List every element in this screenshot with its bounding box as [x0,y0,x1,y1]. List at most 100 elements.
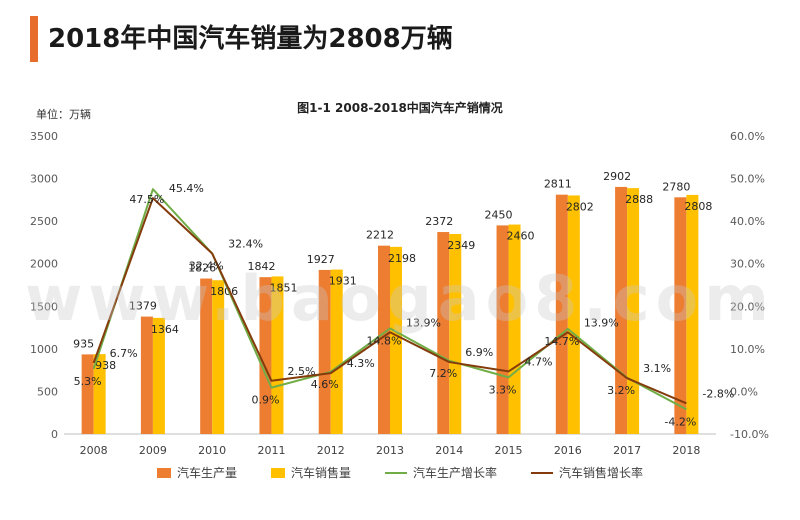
bar-label-production: 1927 [307,253,335,266]
bar-sales [508,224,521,434]
legend-label-sales: 汽车销售量 [290,466,351,480]
bar-production [378,245,390,434]
bar-label-sales: 2888 [625,193,653,206]
bar-production [615,186,628,434]
x-tick-label: 2009 [139,444,167,457]
y-left-tick-label: 3500 [30,130,58,143]
bar-label-sales: 1851 [269,281,297,294]
bar-production [259,277,272,434]
bar-production [318,269,331,434]
y-left-tick-label: 0 [51,428,58,441]
unit-label: 单位：万辆 [36,107,91,121]
x-tick-label: 2012 [317,444,345,457]
y-left-tick-label: 3000 [30,173,58,186]
bar-label-production: 1842 [247,260,275,273]
bar-label-production: 2811 [544,178,572,191]
line-label-production-growth: -4.2% [664,415,696,428]
bar-production [555,194,568,434]
line-label-production-growth: 14.7% [544,335,579,348]
line-production-growth [92,188,687,411]
line-label-production-growth: 7.2% [429,367,457,380]
y-right-tick-label: 20.0% [730,300,765,313]
bar-sales [449,233,462,434]
y-left-tick-label: 1500 [30,300,58,313]
bar-production [674,197,687,434]
y-left-tick-label: 2000 [30,258,58,271]
line-label-production-growth: 3.3% [489,383,517,396]
bar-label-production: 1826 [188,262,216,275]
x-tick-label: 2016 [554,444,582,457]
y-right-tick-label: 60.0% [730,130,765,143]
page-title: 2018年中国汽车销量为2808万辆 [48,24,453,54]
y-left-tick-label: 1000 [30,343,58,356]
line-label-production-growth: 14.8% [367,334,402,347]
x-tick-label: 2010 [198,444,226,457]
legend-label-production: 汽车生产量 [176,466,237,480]
x-tick-label: 2014 [435,444,463,457]
bar-label-sales: 938 [95,359,116,372]
legend-item-production: 汽车生产量 [156,464,237,481]
line-label-production-growth: 32.4% [189,259,224,272]
line-label-production-growth: 5.3% [74,375,102,388]
bar-sales [152,317,165,434]
legend-swatch-production [156,467,171,478]
bar-production [81,354,94,434]
line-label-sales-growth: 4.3% [347,357,375,370]
line-label-production-growth: 4.6% [311,378,339,391]
legend-swatch-sales-growth [531,471,554,474]
legend-label-sales-growth: 汽车销售增长率 [559,466,644,480]
legend-swatch-sales [270,467,285,478]
legend-item-sales: 汽车销售量 [270,464,351,481]
bar-label-sales: 2808 [684,200,712,213]
bar-sales [93,354,106,434]
line-label-production-growth: 3.2% [607,384,635,397]
line-label-sales-growth: 13.9% [584,316,619,329]
bar-label-sales: 2349 [447,239,475,252]
line-label-production-growth: 47.5% [129,193,164,206]
y-left-tick-label: 2500 [30,215,58,228]
bar-label-sales: 2198 [388,252,416,265]
bar-production [496,225,509,434]
y-right-tick-label: 50.0% [730,173,765,186]
y-right-tick-label: 40.0% [730,215,765,228]
bar-sales [390,246,402,434]
bar-label-production: 2372 [425,215,453,228]
x-tick-label: 2017 [613,444,641,457]
legend-label-production-growth: 汽车生产增长率 [413,466,498,480]
bar-label-sales: 1931 [329,275,357,288]
bar-sales [271,276,284,434]
line-label-sales-growth: 3.1% [643,362,671,375]
x-tick-label: 2018 [672,444,700,457]
legend-swatch-production-growth [385,471,407,474]
bar-label-production: 1379 [129,300,157,313]
bar-label-production: 935 [73,337,94,350]
line-label-sales-growth: 6.9% [465,346,493,359]
bar-production [140,316,153,434]
x-tick-label: 2013 [376,444,404,457]
y-right-tick-label: -10.0% [730,428,769,441]
bar-label-sales: 2460 [507,230,535,243]
bar-label-production: 2780 [662,180,690,193]
legend-item-sales-growth: 汽车销售增长率 [531,464,643,481]
bar-sales [686,194,699,434]
line-label-sales-growth: 45.4% [169,182,204,195]
line-label-sales-growth: 13.9% [406,316,441,329]
bar-label-sales: 1806 [210,285,238,298]
line-label-sales-growth: 2.5% [287,365,315,378]
bar-sales [627,188,640,434]
legend-item-production-growth: 汽车生产增长率 [385,464,497,481]
bar-sales [567,195,580,434]
bar-label-production: 2450 [485,208,513,221]
bar-production [437,232,450,434]
y-right-tick-label: 10.0% [730,343,765,356]
x-tick-label: 2011 [257,444,285,457]
bar-label-production: 2212 [366,229,394,242]
y-right-tick-label: 0.0% [730,385,758,398]
bar-sales [330,269,343,434]
line-label-sales-growth: 32.4% [228,237,263,250]
bar-production [200,278,213,434]
y-right-tick-label: 30.0% [730,258,765,271]
bar-sales [212,280,225,434]
chart-title: 图1-1 2008-2018中国汽车产销情况 [297,100,503,115]
